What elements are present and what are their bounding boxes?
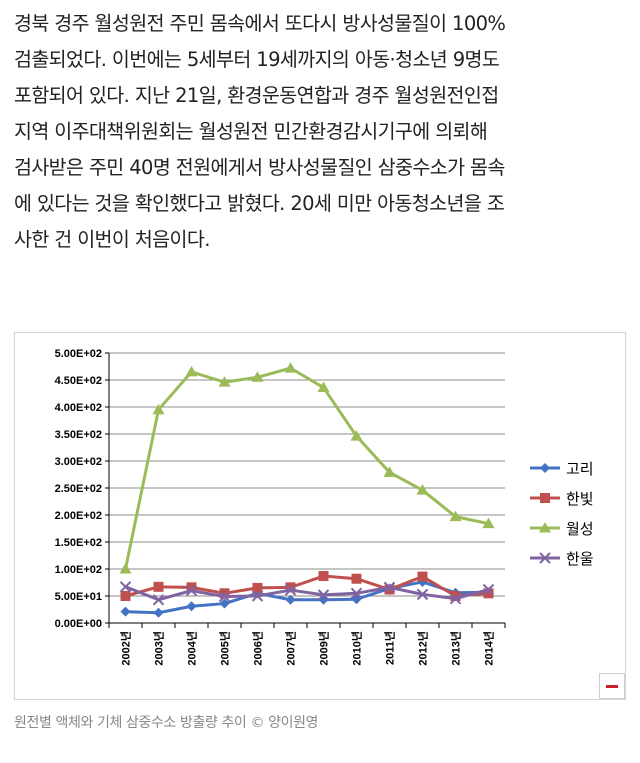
x-tick-label: 2009년: [317, 631, 331, 666]
data-point: [416, 484, 429, 495]
data-point: [120, 591, 131, 601]
data-point: [251, 590, 264, 602]
data-point: [449, 592, 462, 605]
article-line: 지역 이주대책위원회는 월성원전 민간환경감시기구에 의뢰해: [14, 120, 488, 143]
y-tick-label: 1.00E+02: [55, 564, 102, 576]
data-point: [285, 582, 296, 593]
expand-button[interactable]: [599, 673, 625, 699]
data-point: [351, 573, 362, 584]
data-point: [185, 584, 198, 597]
y-tick-label: 3.00E+02: [55, 456, 102, 468]
x-tick-label: 2003년: [152, 631, 166, 666]
x-tick-label: 2014년: [482, 631, 496, 666]
data-point: [317, 381, 330, 393]
image-caption: 원전별 액체와 기체 삼중수소 방출량 추이 © 양이원영: [14, 715, 319, 731]
data-point: [251, 371, 264, 382]
y-tick-label: 0.00E+00: [55, 618, 102, 630]
x-tick-label: 2013년: [449, 631, 463, 666]
data-point: [449, 510, 462, 522]
article-line: 검출되었다. 이번에는 5세부터 19세까지의 아동·청소년 9명도: [14, 48, 500, 71]
data-point: [285, 594, 296, 605]
legend-label: 한울: [566, 550, 594, 568]
series-line: [124, 585, 489, 602]
data-point: [383, 581, 396, 594]
data-point: [318, 571, 329, 582]
data-point: [219, 588, 230, 599]
line-chart: 0.00E+00 5.00E+01 1.00E+02 1.50E+02 2.00E+02…: [55, 348, 594, 666]
series-line: [125, 580, 489, 615]
data-point: [539, 552, 551, 564]
y-tick-label: 5.00E+02: [55, 348, 102, 360]
x-tick-label: 2007년: [284, 631, 298, 666]
y-tick-label: 1.50E+02: [55, 537, 102, 549]
data-point: [153, 607, 164, 618]
data-point: [482, 517, 495, 529]
data-point: [152, 403, 165, 415]
data-point: [284, 362, 297, 373]
x-tick-label: 2004년: [185, 631, 199, 666]
data-point: [417, 571, 428, 582]
data-point: [284, 584, 297, 596]
data-point: [120, 606, 131, 617]
data-point: [539, 522, 551, 533]
article-line: 사한 건 이번이 처음이다.: [14, 228, 210, 251]
minus-icon: [606, 684, 618, 688]
legend-label: 월성: [566, 520, 594, 538]
data-point: [450, 591, 461, 601]
data-point: [119, 581, 132, 593]
data-point: [152, 594, 165, 606]
data-point: [218, 376, 231, 387]
y-tick-label: 4.00E+02: [55, 402, 102, 414]
article-line: 에 있다는 것을 확인했다고 밝혔다. 20세 미만 아동청소년을 조: [14, 192, 505, 215]
data-point: [153, 581, 164, 592]
data-point: [186, 582, 197, 593]
data-point: [185, 365, 198, 377]
data-point: [252, 582, 263, 593]
data-point: [483, 588, 494, 599]
data-point: [219, 598, 230, 609]
article-line: 경북 경주 월성원전 주민 몸속에서 또다시 방사성물질이 100%: [14, 12, 506, 35]
data-point: [317, 589, 330, 601]
x-tick-label: 2011년: [383, 631, 397, 665]
data-point: [383, 466, 396, 477]
data-point: [416, 588, 429, 601]
x-tick-label: 2012년: [416, 631, 430, 666]
y-tick-label: 4.50E+02: [55, 375, 102, 387]
series-line: [124, 366, 489, 570]
y-tick-label: 3.50E+02: [55, 429, 102, 441]
x-tick-label: 2005년: [218, 631, 232, 666]
y-tick-label: 5.00E+01: [55, 591, 102, 603]
data-point: [540, 493, 550, 503]
series-line: [125, 574, 489, 598]
article-line: 검사받은 주민 40명 전원에게서 방사성물질인 삼중수소가 몸속: [14, 156, 505, 179]
data-point: [119, 563, 132, 574]
data-point: [384, 584, 395, 595]
x-tick-label: 2010년: [350, 631, 364, 666]
legend-label: 한빛: [566, 490, 594, 508]
data-point: [218, 590, 231, 603]
x-tick-label: 2006년: [251, 631, 265, 666]
data-point: [350, 430, 363, 441]
chart-figure: 0.00E+00 5.00E+01 1.00E+02 1.50E+02 2.00E+02…: [14, 332, 626, 700]
data-point: [482, 583, 495, 596]
data-point: [350, 587, 363, 600]
y-tick-label: 2.50E+02: [55, 483, 102, 495]
data-point: [186, 601, 197, 612]
y-tick-label: 2.00E+02: [55, 510, 102, 522]
article-line: 포함되어 있다. 지난 21일, 환경운동연합과 경주 월성원전인접: [14, 84, 499, 107]
x-tick-label: 2002년: [119, 631, 133, 666]
article-body: 경북 경주 월성원전 주민 몸속에서 또다시 방사성물질이 100% 검출되었다…: [14, 6, 626, 258]
legend-label: 고리: [566, 460, 594, 478]
data-point: [540, 463, 550, 473]
